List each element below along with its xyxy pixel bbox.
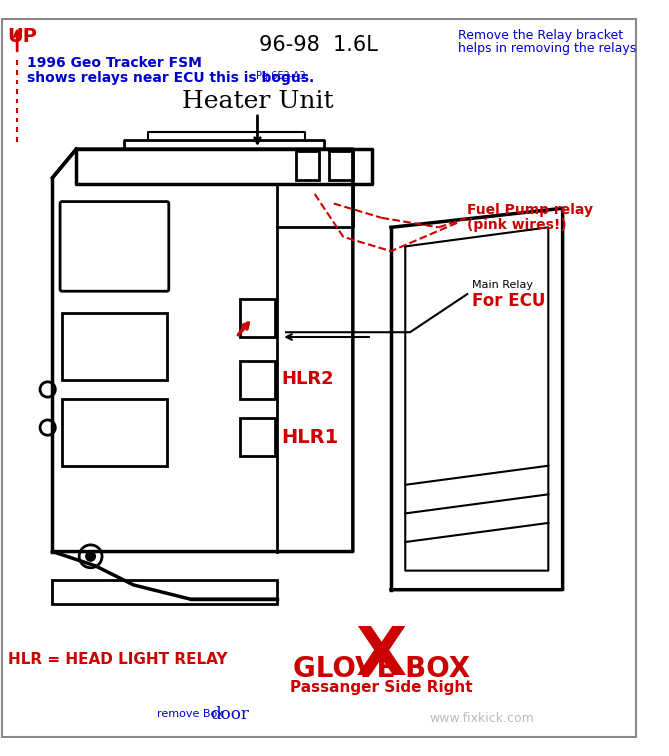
Text: HLR2: HLR2	[281, 370, 334, 389]
Text: Main Relay: Main Relay	[472, 280, 533, 290]
Bar	[240, 361, 275, 399]
Text: remove Box: remove Box	[157, 709, 227, 719]
Bar	[240, 418, 275, 456]
Circle shape	[40, 420, 56, 435]
Text: helps in removing the relays: helps in removing the relays	[458, 42, 636, 55]
Bar	[329, 151, 353, 180]
Circle shape	[40, 382, 56, 397]
Text: Passanger Side Right: Passanger Side Right	[290, 680, 473, 696]
Text: www.fixkick.com: www.fixkick.com	[429, 711, 534, 725]
Text: HLR = HEAD LIGHT RELAY: HLR = HEAD LIGHT RELAY	[7, 652, 227, 667]
Bar	[52, 580, 276, 604]
Text: 1996 Geo Tracker FSM: 1996 Geo Tracker FSM	[27, 56, 201, 70]
Text: Pg 6E3-A3: Pg 6E3-A3	[256, 71, 305, 81]
Text: Fuel Pump relay: Fuel Pump relay	[467, 203, 593, 218]
Bar	[296, 151, 320, 180]
Text: For ECU: For ECU	[472, 292, 545, 310]
Text: GLOVE BOX: GLOVE BOX	[293, 655, 470, 683]
Text: X: X	[356, 623, 407, 689]
Text: Remove the Relay bracket: Remove the Relay bracket	[458, 29, 623, 42]
Bar	[240, 299, 275, 337]
Text: door: door	[210, 706, 249, 723]
Text: Heater Unit: Heater Unit	[182, 90, 333, 113]
Bar	[62, 313, 167, 380]
Bar	[62, 399, 167, 466]
Text: (pink wires!): (pink wires!)	[467, 218, 567, 232]
Text: HLR1: HLR1	[281, 428, 339, 447]
Circle shape	[86, 552, 96, 561]
Text: 96-98  1.6L: 96-98 1.6L	[259, 35, 378, 54]
Text: shows relays near ECU this is bogus.: shows relays near ECU this is bogus.	[27, 71, 314, 85]
Circle shape	[79, 545, 102, 568]
Text: UP: UP	[7, 27, 37, 46]
